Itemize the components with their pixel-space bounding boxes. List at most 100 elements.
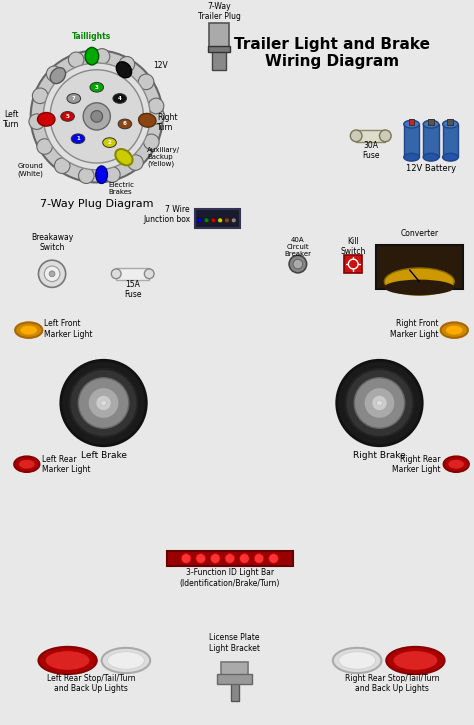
Ellipse shape (333, 648, 382, 673)
Text: Right Front
Marker Light: Right Front Marker Light (390, 320, 439, 339)
Text: 6: 6 (123, 122, 127, 126)
FancyBboxPatch shape (231, 682, 238, 701)
Ellipse shape (45, 651, 90, 670)
FancyBboxPatch shape (167, 551, 293, 566)
FancyBboxPatch shape (195, 209, 239, 228)
Circle shape (144, 134, 159, 149)
FancyBboxPatch shape (428, 120, 434, 125)
FancyBboxPatch shape (404, 124, 419, 157)
Ellipse shape (18, 460, 35, 469)
Ellipse shape (446, 326, 463, 335)
Text: 7-Way
Trailer Plug: 7-Way Trailer Plug (198, 1, 241, 21)
FancyBboxPatch shape (447, 120, 453, 125)
FancyBboxPatch shape (423, 124, 439, 157)
Text: Ground
(White): Ground (White) (18, 163, 44, 177)
Ellipse shape (386, 647, 445, 674)
Text: 7 Wire
Junction box: 7 Wire Junction box (143, 205, 190, 224)
Circle shape (231, 218, 236, 223)
Ellipse shape (444, 457, 469, 472)
Ellipse shape (15, 323, 42, 338)
Circle shape (225, 554, 235, 563)
Circle shape (29, 114, 45, 130)
Text: 7-Way Plug Diagram: 7-Way Plug Diagram (40, 199, 154, 209)
Circle shape (138, 74, 154, 90)
Circle shape (218, 218, 223, 223)
Circle shape (289, 255, 307, 273)
Circle shape (49, 271, 55, 277)
Circle shape (78, 378, 129, 428)
Ellipse shape (37, 112, 55, 126)
Ellipse shape (448, 460, 465, 469)
Ellipse shape (138, 113, 156, 127)
FancyBboxPatch shape (116, 268, 149, 280)
Ellipse shape (423, 120, 439, 128)
FancyBboxPatch shape (409, 120, 414, 125)
Text: 40A
Circuit
Breaker: 40A Circuit Breaker (284, 236, 311, 257)
Ellipse shape (14, 457, 39, 472)
FancyBboxPatch shape (345, 255, 362, 273)
Ellipse shape (90, 83, 103, 92)
Text: Right Rear
Marker Light: Right Rear Marker Light (392, 455, 441, 474)
Ellipse shape (115, 149, 133, 165)
Text: License Plate
Light Bracket: License Plate Light Bracket (209, 634, 260, 652)
Text: Kill
Switch: Kill Switch (340, 237, 366, 257)
Circle shape (364, 387, 395, 418)
Ellipse shape (393, 651, 438, 670)
Text: 15A
Fuse: 15A Fuse (124, 280, 141, 299)
Circle shape (210, 554, 220, 563)
Circle shape (376, 400, 383, 406)
FancyBboxPatch shape (212, 50, 226, 70)
Text: Left Brake: Left Brake (81, 451, 127, 460)
Circle shape (44, 266, 60, 281)
Circle shape (196, 554, 206, 563)
Ellipse shape (338, 652, 375, 669)
Text: 5: 5 (66, 114, 70, 119)
Circle shape (128, 154, 143, 170)
FancyBboxPatch shape (217, 674, 252, 684)
Circle shape (239, 554, 249, 563)
Text: Right Brake: Right Brake (353, 451, 406, 460)
Ellipse shape (71, 134, 85, 144)
Circle shape (79, 168, 94, 183)
Text: 4: 4 (118, 96, 122, 101)
Text: 3-Function ID Light Bar
(Identification/Brake/Turn): 3-Function ID Light Bar (Identification/… (180, 568, 280, 587)
Circle shape (337, 360, 422, 446)
Ellipse shape (404, 120, 419, 128)
Ellipse shape (441, 323, 468, 338)
Ellipse shape (20, 326, 37, 335)
FancyBboxPatch shape (210, 23, 229, 50)
Circle shape (37, 138, 52, 154)
Circle shape (197, 218, 202, 223)
Text: Breakaway
Switch: Breakaway Switch (31, 233, 73, 252)
Circle shape (111, 269, 121, 278)
Circle shape (145, 269, 154, 278)
FancyBboxPatch shape (375, 244, 463, 289)
Circle shape (68, 52, 84, 67)
Ellipse shape (96, 166, 108, 183)
Circle shape (46, 66, 62, 82)
Circle shape (55, 158, 70, 173)
Circle shape (149, 109, 165, 124)
Circle shape (50, 70, 144, 163)
Ellipse shape (116, 62, 132, 78)
Circle shape (148, 98, 164, 114)
Circle shape (348, 260, 358, 269)
Text: Right
Turn: Right Turn (157, 112, 177, 132)
Circle shape (372, 395, 387, 411)
Circle shape (211, 218, 216, 223)
Circle shape (119, 57, 135, 72)
Circle shape (61, 360, 146, 446)
Circle shape (254, 554, 264, 563)
Text: 7: 7 (72, 96, 76, 101)
Circle shape (204, 218, 209, 223)
Text: Left Rear
Marker Light: Left Rear Marker Light (42, 455, 91, 474)
Text: 2: 2 (108, 140, 111, 145)
Text: Left Rear Stop/Tail/Turn
and Back Up Lights: Left Rear Stop/Tail/Turn and Back Up Lig… (46, 674, 135, 694)
Ellipse shape (50, 67, 65, 83)
Circle shape (43, 63, 150, 170)
Text: Taillights: Taillights (72, 32, 111, 41)
Circle shape (70, 369, 137, 437)
Text: 30A
Fuse: 30A Fuse (362, 141, 380, 160)
Ellipse shape (423, 153, 439, 161)
Circle shape (181, 554, 191, 563)
